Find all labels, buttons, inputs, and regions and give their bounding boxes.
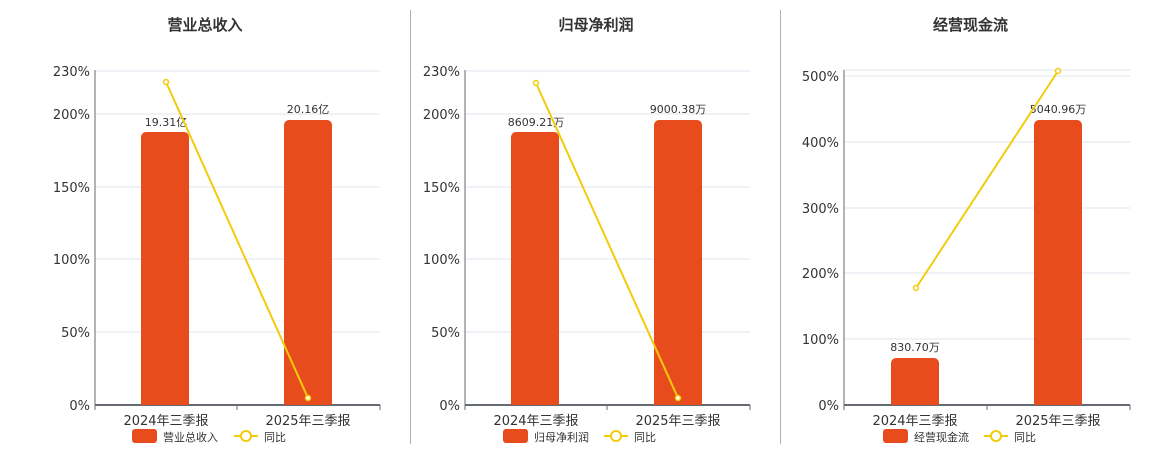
chart-panel-revenue: 营业总收入 0% 50% 100% 150% 200% 230% 19.31亿 …: [0, 0, 410, 450]
svg-text:230%: 230%: [423, 65, 460, 80]
svg-text:0%: 0%: [439, 399, 460, 414]
legend-bar-swatch: [132, 429, 157, 443]
yoy-line: [165, 81, 309, 399]
svg-text:50%: 50%: [61, 326, 90, 341]
panel-divider: [410, 10, 411, 444]
bar-label: 9000.38万: [650, 103, 707, 116]
y-tick-labels: 0% 50% 100% 150% 200% 230%: [53, 65, 90, 414]
gridlines: [95, 70, 380, 333]
bar-label: 5040.96万: [1030, 103, 1087, 116]
legend[interactable]: 营业总收入 同比: [132, 429, 286, 444]
svg-text:2025年三季报: 2025年三季报: [635, 414, 720, 429]
bar-label: 8609.21万: [508, 116, 565, 129]
svg-text:归母净利润: 归母净利润: [534, 430, 589, 444]
svg-text:500%: 500%: [802, 70, 839, 85]
svg-text:经营现金流: 经营现金流: [914, 430, 969, 444]
svg-text:400%: 400%: [802, 136, 839, 151]
yoy-line: [915, 70, 1059, 289]
yoy-point[interactable]: [304, 394, 312, 402]
svg-text:200%: 200%: [423, 108, 460, 123]
yoy-point[interactable]: [912, 284, 920, 292]
bar-2024[interactable]: [511, 132, 559, 405]
revenue-chart: 0% 50% 100% 150% 200% 230% 19.31亿 20.16亿…: [53, 65, 381, 444]
x-tick-labels: 2024年三季报 2025年三季报: [872, 414, 1100, 429]
svg-text:2024年三季报: 2024年三季报: [493, 414, 578, 429]
chart-panel-operating-cash-flow: 经营现金流 0% 100% 200% 300% 400% 500% 830.70…: [781, 0, 1160, 450]
legend[interactable]: 经营现金流 同比: [883, 429, 1036, 444]
svg-text:200%: 200%: [53, 108, 90, 123]
svg-text:营业总收入: 营业总收入: [163, 430, 218, 444]
svg-text:0%: 0%: [818, 399, 839, 414]
bar-2025[interactable]: [654, 120, 702, 405]
svg-text:100%: 100%: [423, 253, 460, 268]
svg-text:同比: 同比: [264, 431, 286, 444]
gridlines: [465, 70, 750, 333]
svg-text:同比: 同比: [1014, 431, 1036, 444]
chart-title: 归母净利润: [558, 16, 634, 34]
yoy-point[interactable]: [162, 78, 170, 86]
chart-panel-net-profit: 归母净利润 0% 50% 100% 150% 200% 230% 8609.21…: [411, 0, 781, 450]
svg-text:2024年三季报: 2024年三季报: [123, 414, 208, 429]
net-profit-chart: 0% 50% 100% 150% 200% 230% 8609.21万 9000…: [423, 65, 751, 444]
legend-bar-swatch: [503, 429, 528, 443]
yoy-point[interactable]: [1054, 67, 1062, 75]
svg-text:同比: 同比: [634, 431, 656, 444]
y-tick-labels: 0% 100% 200% 300% 400% 500%: [802, 70, 839, 414]
svg-text:0%: 0%: [69, 399, 90, 414]
svg-text:200%: 200%: [802, 267, 839, 282]
svg-text:2025年三季报: 2025年三季报: [1015, 414, 1100, 429]
svg-text:230%: 230%: [53, 65, 90, 80]
bar-label: 830.70万: [890, 341, 940, 354]
yoy-point[interactable]: [674, 394, 682, 402]
svg-text:150%: 150%: [53, 181, 90, 196]
yoy-point[interactable]: [532, 79, 540, 87]
bar-2025[interactable]: [284, 120, 332, 405]
y-tick-labels: 0% 50% 100% 150% 200% 230%: [423, 65, 460, 414]
chart-title: 经营现金流: [932, 16, 1008, 34]
svg-text:2024年三季报: 2024年三季报: [872, 414, 957, 429]
panel-divider: [780, 10, 781, 444]
svg-text:2025年三季报: 2025年三季报: [265, 414, 350, 429]
bar-2024[interactable]: [141, 132, 189, 405]
svg-text:150%: 150%: [423, 181, 460, 196]
legend[interactable]: 归母净利润 同比: [503, 429, 656, 444]
x-tick-labels: 2024年三季报 2025年三季报: [493, 414, 720, 429]
svg-text:100%: 100%: [53, 253, 90, 268]
bar-label: 20.16亿: [287, 103, 330, 116]
yoy-line: [535, 82, 679, 399]
x-tick-labels: 2024年三季报 2025年三季报: [123, 414, 350, 429]
gridlines: [844, 69, 1130, 340]
svg-text:50%: 50%: [431, 326, 460, 341]
chart-title: 营业总收入: [167, 16, 243, 34]
bar-2025[interactable]: [1034, 120, 1082, 405]
cash-flow-chart: 0% 100% 200% 300% 400% 500% 830.70万 5040…: [802, 67, 1131, 444]
svg-text:300%: 300%: [802, 202, 839, 217]
legend-bar-swatch: [883, 429, 908, 443]
svg-text:100%: 100%: [802, 333, 839, 348]
bar-2024[interactable]: [891, 358, 939, 405]
bar-label: 19.31亿: [145, 116, 188, 129]
